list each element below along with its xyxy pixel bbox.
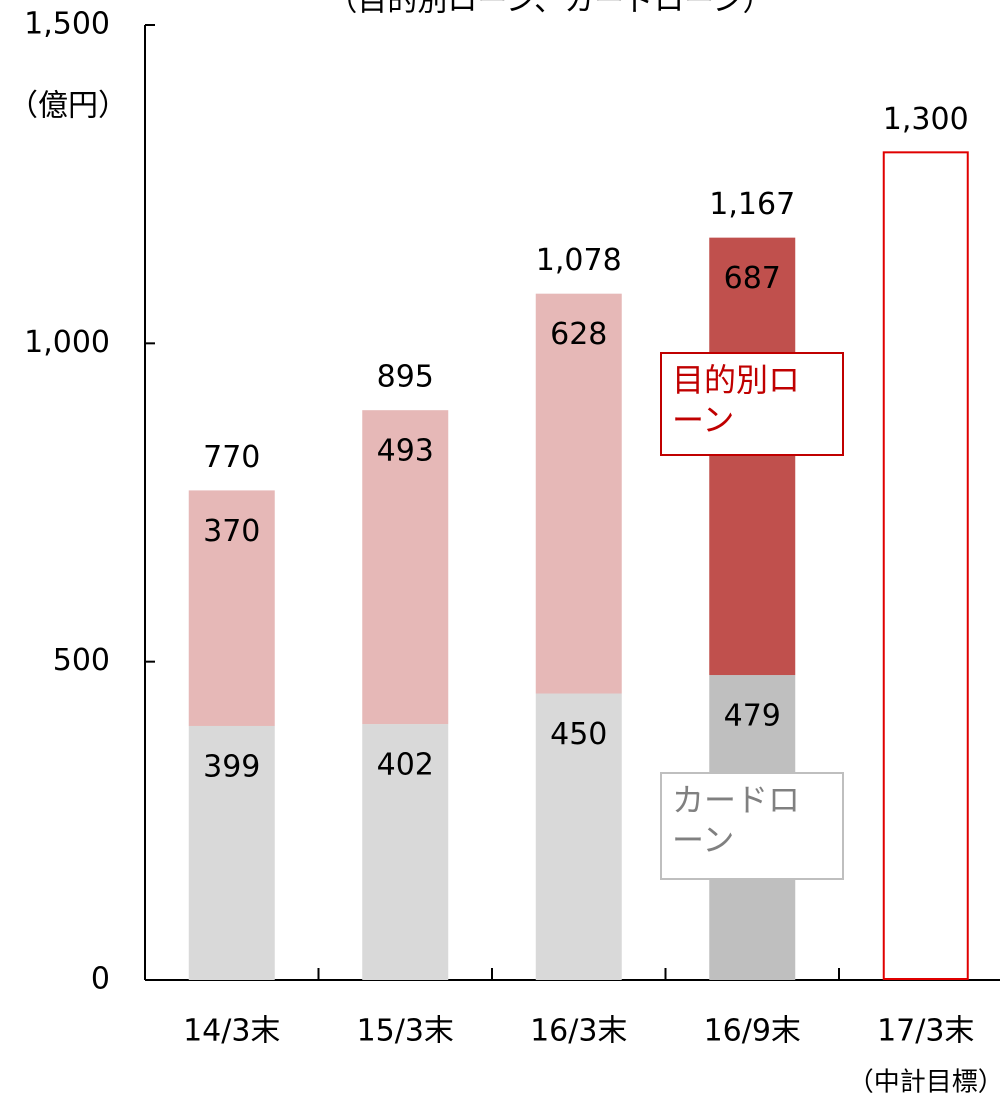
value-label: 479 xyxy=(724,699,781,734)
total-label: 1,300 xyxy=(883,102,969,137)
bar-segment xyxy=(362,410,449,725)
bar-segment xyxy=(535,693,622,980)
total-label: 1,078 xyxy=(536,243,622,278)
value-label: 399 xyxy=(203,749,260,784)
legend-box: 目的別ローン xyxy=(660,352,844,456)
y-unit-label: （億円） xyxy=(8,89,128,124)
y-tick-label: 500 xyxy=(53,643,110,678)
y-tick-label: 1,500 xyxy=(24,7,110,42)
target-bar xyxy=(882,151,969,981)
x-tick-label: 16/3末 xyxy=(530,1014,627,1049)
value-label: 687 xyxy=(724,261,781,296)
bar-segment xyxy=(362,724,449,980)
x-tick-label: 14/3末 xyxy=(183,1014,280,1049)
x-tick-label: 16/9末 xyxy=(704,1014,801,1049)
total-label: 770 xyxy=(203,440,260,475)
bar-segment xyxy=(709,237,796,676)
bar-segment xyxy=(188,490,275,726)
value-label: 402 xyxy=(377,748,434,783)
value-label: 450 xyxy=(550,717,607,752)
value-label: 628 xyxy=(550,317,607,352)
bar-segment xyxy=(535,293,622,694)
value-label: 493 xyxy=(377,434,434,469)
bar-segment xyxy=(188,725,275,980)
x-tick-label: 15/3末 xyxy=(357,1014,454,1049)
legend-box: カードローン xyxy=(660,772,844,880)
x-tick-label: 17/3末 xyxy=(877,1014,974,1049)
chart-subtitle: （目的別ローン、カードローン） xyxy=(327,0,772,19)
y-tick-label: 0 xyxy=(91,962,110,997)
y-tick-label: 1,000 xyxy=(24,325,110,360)
total-label: 895 xyxy=(377,360,434,395)
target-note: （中計目標） xyxy=(848,1068,1000,1098)
value-label: 370 xyxy=(203,514,260,549)
total-label: 1,167 xyxy=(709,187,795,222)
